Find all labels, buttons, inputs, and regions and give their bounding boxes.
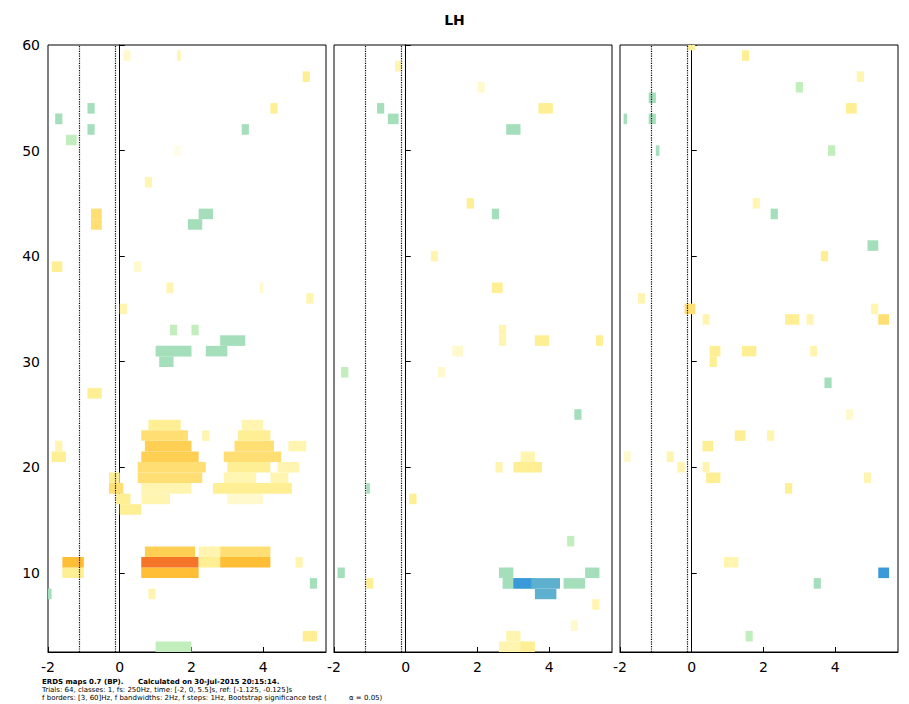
svg-text:30: 30: [22, 354, 40, 370]
svg-text:2: 2: [473, 659, 482, 675]
svg-text:ERDS maps 0.7 (BP). Calcu: ERDS maps 0.7 (BP). Calculated on 30-Jul…: [42, 678, 279, 686]
svg-text:-2: -2: [613, 659, 627, 675]
svg-text:60: 60: [22, 37, 40, 53]
svg-text:Trials: 64, classes: 1, fs: 25: Trials: 64, classes: 1, fs: 250Hz, time:…: [41, 686, 292, 694]
svg-text:-2: -2: [327, 659, 341, 675]
svg-text:0: 0: [687, 659, 696, 675]
svg-text:50: 50: [22, 143, 40, 159]
svg-text:0: 0: [115, 659, 124, 675]
svg-text:10: 10: [22, 565, 40, 581]
svg-text:-2: -2: [41, 659, 55, 675]
svg-text:4: 4: [831, 659, 840, 675]
svg-text:40: 40: [22, 248, 40, 264]
svg-text:2: 2: [187, 659, 196, 675]
svg-text:0: 0: [401, 659, 410, 675]
svg-text:2: 2: [759, 659, 768, 675]
svg-text:20: 20: [22, 459, 40, 475]
svg-text:4: 4: [545, 659, 554, 675]
svg-text:LH: LH: [444, 12, 465, 28]
svg-text:f borders: [3, 60]Hz, f bandwi: f borders: [3, 60]Hz, f bandwidths: 2Hz,…: [42, 694, 383, 702]
svg-text:4: 4: [259, 659, 268, 675]
